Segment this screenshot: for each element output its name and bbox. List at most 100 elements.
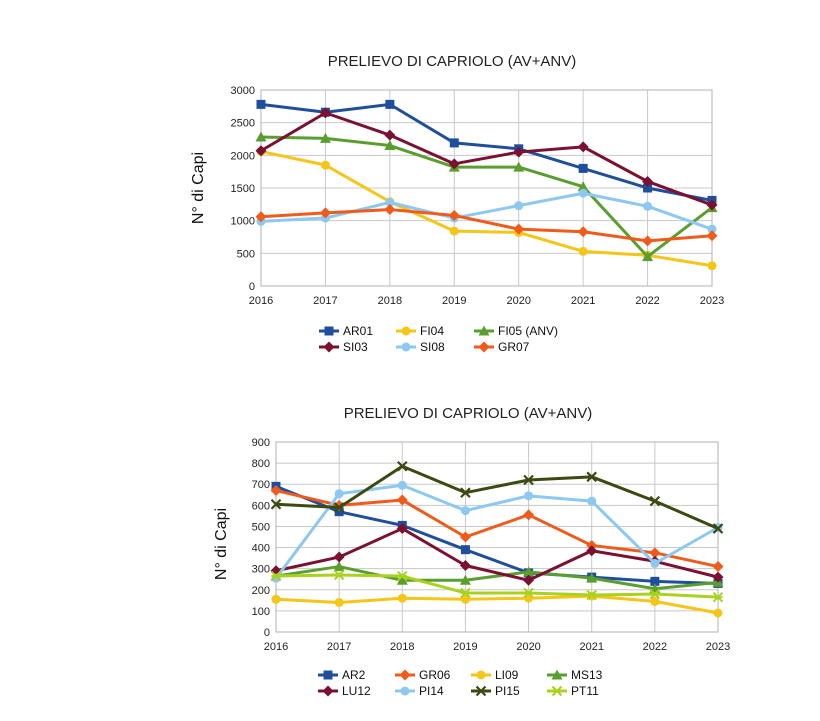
data-point [384,140,396,151]
data-point [319,132,331,143]
legend-item: PT11 [547,684,599,698]
y-tick-label: 900 [252,437,270,449]
data-point [333,502,345,513]
legend-item: MS13 [547,668,603,682]
data-point [460,545,470,555]
y-tick-label: 200 [252,585,270,597]
legend-label: SI03 [343,340,368,354]
data-point [643,183,653,193]
data-point [449,226,459,236]
series-line [275,565,719,591]
data-point [578,163,588,173]
data-point [514,201,524,211]
series-pt11 [270,569,724,603]
legend-marker [400,686,410,696]
data-point [577,141,589,153]
series-gr07 [255,204,718,247]
series-line [260,102,713,202]
legend-label: GR07 [498,340,530,354]
series-line [275,484,719,585]
data-point [333,569,345,581]
y-tick-label: 800 [252,458,270,470]
data-point [712,591,724,603]
legend-marker [478,341,490,353]
data-point [270,570,282,582]
legend-item: LU12 [318,684,371,698]
legend-item: GR07 [474,340,530,354]
data-point [256,99,266,109]
legend: AR2 GR06 LI09 MS13 LU12 PI14 PI15 PT11 [318,668,603,698]
legend-marker [322,685,334,697]
y-tick-label: 500 [252,521,270,533]
plot-area [260,89,713,287]
data-point [513,223,525,235]
x-tick-label: 2021 [571,295,595,307]
legend-item: AR2 [318,668,366,682]
data-point [334,489,344,499]
legend-item: SI08 [396,340,445,354]
legend-label: FI05 (ANV) [498,324,558,338]
legend-item: FI04 [396,324,444,338]
series-line [275,573,719,599]
series-line [260,191,713,231]
legend-marker [324,326,334,336]
x-tick-label: 2018 [378,295,402,307]
data-point [255,145,267,157]
data-point [643,201,653,211]
y-tick-label: 2500 [231,118,255,130]
data-point [712,523,724,534]
legend-label: LI09 [495,668,519,682]
data-point [513,161,525,172]
data-point [270,485,282,497]
y-tick-label: 100 [252,606,270,618]
series-line [260,111,713,207]
data-point [459,574,471,585]
legend-marker [475,685,487,697]
legend-label: FI04 [420,324,444,338]
chart-top: PRELIEVO DI CAPRIOLO (AV+ANV) N° di Capi 0… [190,53,724,354]
data-point [578,188,588,198]
x-tick-label: 2016 [249,295,273,307]
data-point [706,230,718,242]
data-point [642,235,654,247]
data-point [397,460,408,472]
data-point [270,498,282,510]
legend-label: PI14 [419,684,444,698]
legend-marker [476,670,486,680]
data-point [460,487,471,498]
legend-marker [478,325,490,336]
data-point [396,574,408,585]
y-tick-label: 300 [252,564,270,576]
chart-title: PRELIEVO DI CAPRIOLO (AV+ANV) [344,405,593,422]
data-point [586,471,597,483]
data-point-stroke-b [712,523,724,534]
data-point [333,551,345,563]
data-point [319,107,331,119]
data-point [271,594,281,604]
data-point [396,494,408,506]
y-tick-label: 400 [252,543,270,555]
legend-marker [401,326,411,336]
data-point [577,226,589,238]
legend-label: GR06 [419,668,451,682]
x-tick-label: 2019 [442,295,466,307]
data-point [459,531,471,543]
legend-marker [323,341,335,353]
y-tick-label: 2000 [231,150,255,162]
legend-marker [401,342,411,352]
data-point [578,246,588,256]
data-point [334,507,344,517]
data-point [706,199,718,211]
data-point [449,138,459,148]
series-fi05-anv- [255,131,718,262]
x-tick-label: 2020 [516,641,540,653]
x-tick-label: 2022 [643,641,667,653]
data-point [523,587,534,599]
y-tick-label: 0 [249,281,255,293]
legend-item: SI03 [319,340,368,354]
data-point [255,131,267,142]
legend-label: MS13 [571,668,603,682]
x-tick-label: 2018 [390,641,414,653]
series-line [260,208,713,243]
